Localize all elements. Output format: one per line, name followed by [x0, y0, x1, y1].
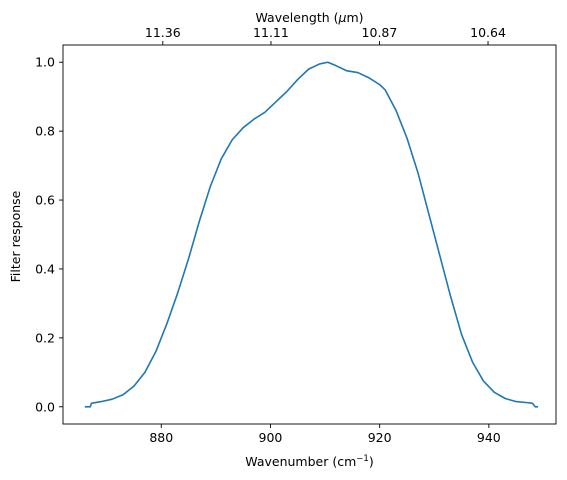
y-axis-label: Filter response	[8, 190, 23, 282]
y-tick-label: 0.4	[35, 261, 55, 276]
top-x-tick-label: 10.64	[470, 25, 506, 40]
top-x-tick-label: 11.36	[145, 25, 181, 40]
y-tick-label: 1.0	[35, 55, 55, 70]
series-line-0	[84, 61, 538, 408]
x-axis-label: Wavenumber (cm−1)	[245, 454, 373, 469]
x-tick-label: 880	[149, 430, 173, 445]
top-x-axis-label: Wavelength (μm)	[255, 10, 363, 25]
y-tick-label: 0.8	[35, 124, 55, 139]
plot-area	[84, 61, 538, 408]
y-tick-label: 0.0	[35, 399, 55, 414]
top-x-tick-label: 11.11	[253, 25, 289, 40]
x-tick-label: 900	[259, 430, 283, 445]
y-tick-label: 0.6	[35, 193, 55, 208]
x-tick-label: 920	[368, 430, 392, 445]
top-x-tick-label: 10.87	[362, 25, 398, 40]
axis-labels: Wavenumber (cm−1) Wavelength (μm) Filter…	[8, 10, 374, 469]
axes: 880 900 920 940 0.0 0.2 0.4 0.6 0.8 1.0 11.36 11.11…	[35, 25, 557, 445]
y-tick-label: 0.2	[35, 330, 55, 345]
x-tick-label: 940	[477, 430, 501, 445]
plot-frame	[62, 44, 557, 425]
